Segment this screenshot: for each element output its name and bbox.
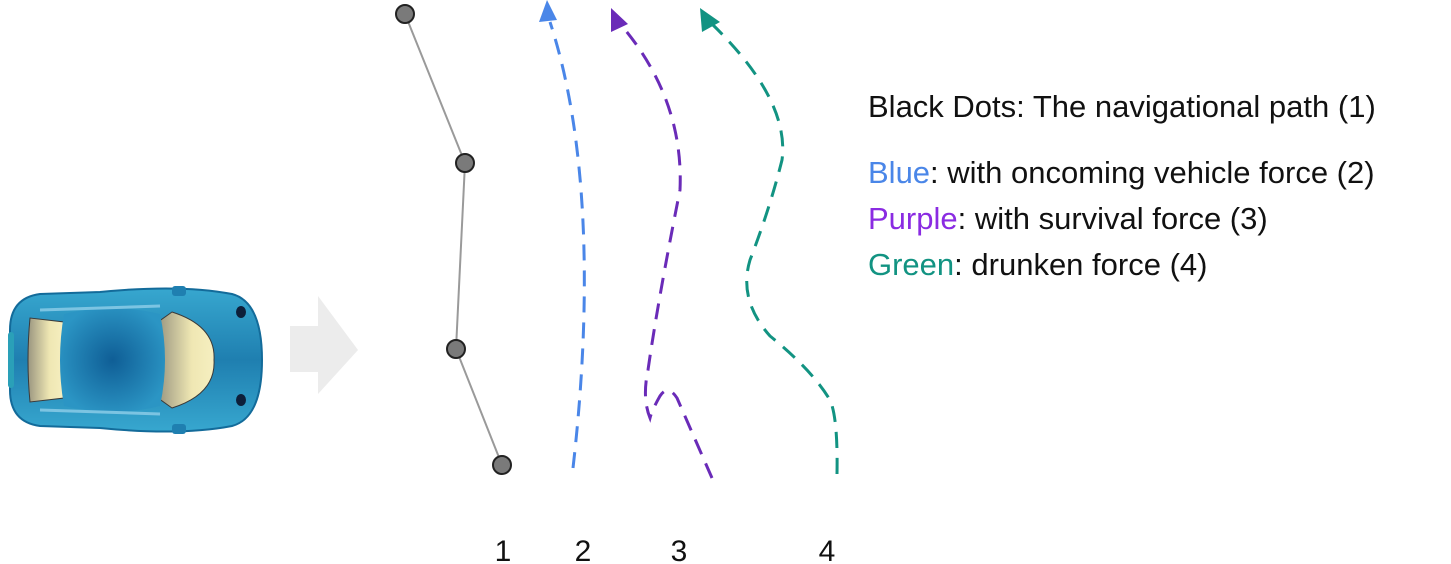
blue-path-2 <box>539 0 586 469</box>
purple-arrowhead <box>611 8 628 32</box>
legend-line-green: Green: drunken force (4) <box>868 242 1376 288</box>
legend-key-green: Green <box>868 247 955 282</box>
path-label-2: 2 <box>575 535 592 564</box>
legend-desc-green: : drunken force (4) <box>954 247 1208 282</box>
blue-arrowhead <box>539 0 557 22</box>
legend-key-purple: Purple <box>868 201 958 236</box>
waypoint-dot <box>446 339 466 359</box>
green-arrowhead <box>700 8 720 32</box>
path-label-4: 4 <box>819 535 836 564</box>
waypoint-dot <box>395 4 415 24</box>
navigational-path-1 <box>395 4 512 475</box>
waypoint-dot <box>455 153 475 173</box>
legend-line-purple: Purple: with survival force (3) <box>868 196 1376 242</box>
green-path-4 <box>700 8 839 475</box>
legend-line-blue: Blue: with oncoming vehicle force (2) <box>868 150 1376 196</box>
legend-desc-purple: : with survival force (3) <box>957 201 1268 236</box>
right-arrow-icon <box>290 296 358 394</box>
path-label-3: 3 <box>671 535 688 564</box>
legend: Black Dots: The navigational path (1) Bl… <box>868 84 1376 288</box>
path-label-1: 1 <box>495 535 512 564</box>
purple-path-3 <box>611 8 714 479</box>
legend-line-black-dots: Black Dots: The navigational path (1) <box>868 89 1376 124</box>
waypoint-dot <box>492 455 512 475</box>
legend-desc-blue: : with oncoming vehicle force (2) <box>930 155 1375 190</box>
legend-key-blue: Blue <box>868 155 931 190</box>
car-top-view-icon <box>8 286 264 434</box>
